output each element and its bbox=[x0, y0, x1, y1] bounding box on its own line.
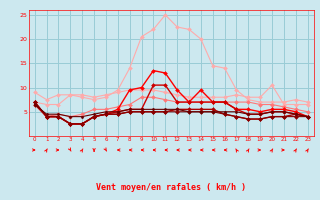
Text: Vent moyen/en rafales ( km/h ): Vent moyen/en rafales ( km/h ) bbox=[96, 183, 246, 192]
